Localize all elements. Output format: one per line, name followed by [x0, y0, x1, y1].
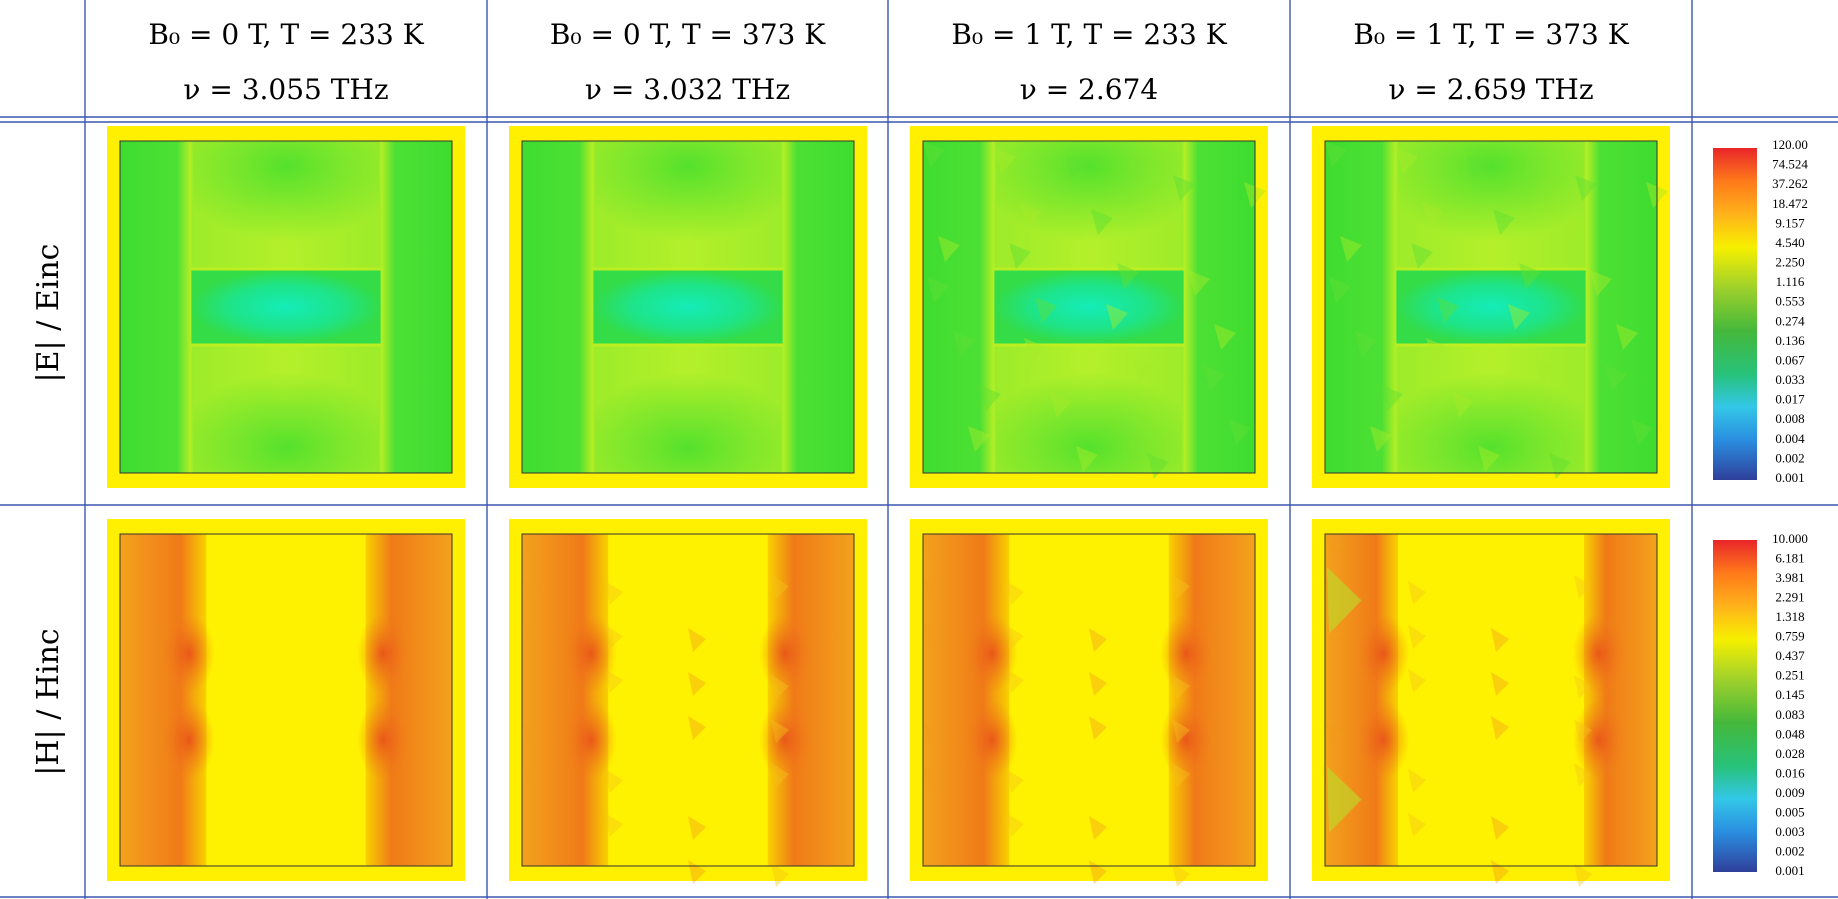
- field-map-e-1: [107, 126, 465, 488]
- colorbar-tick-label: 0.016: [1775, 765, 1805, 780]
- colorbar-tick-label: 0.009: [1775, 785, 1804, 800]
- column-header-title: B₀ = 1 T, T = 233 K: [951, 18, 1227, 51]
- field-map-e-3: [910, 126, 1268, 488]
- colorbar-e: 120.00 74.524 37.262 18.472 9.157 4.540 2.250 1…: [1713, 137, 1808, 485]
- colorbar-tick-label: 0.251: [1775, 668, 1804, 683]
- column-header-frequency: ν = 2.659 THz: [1388, 73, 1593, 106]
- field-map-h-2: [509, 519, 867, 887]
- colorbar-tick-label: 2.291: [1775, 590, 1804, 605]
- colorbar-tick-label: 4.540: [1775, 235, 1804, 250]
- colorbar-tick-label: 0.005: [1775, 804, 1804, 819]
- colorbar-tick-label: 0.002: [1775, 843, 1804, 858]
- column-header-frequency: ν = 2.674: [1020, 73, 1158, 106]
- colorbar-h: 10.000 6.181 3.981 2.291 1.318 0.759 0.437 0.25…: [1713, 531, 1808, 878]
- column-header-title: B₀ = 0 T, T = 373 K: [550, 18, 826, 51]
- colorbar-tick-label: 0.017: [1775, 392, 1805, 407]
- column-header-frequency: ν = 3.055 THz: [183, 73, 388, 106]
- colorbar-tick-label: 0.083: [1775, 707, 1804, 722]
- colorbar-tick-label: 0.136: [1775, 333, 1805, 348]
- row-label-h-field: |H| / Hinc: [31, 628, 66, 775]
- field-map-e-4: [1312, 126, 1670, 488]
- colorbar-tick-label: 120.00: [1772, 137, 1808, 152]
- column-header-title: B₀ = 0 T, T = 233 K: [148, 18, 424, 51]
- colorbar-tick-label: 0.008: [1775, 411, 1804, 426]
- column-header-frequency: ν = 3.032 THz: [585, 73, 790, 106]
- colorbar-tick-label: 0.759: [1775, 629, 1804, 644]
- colorbar-tick-label: 0.001: [1775, 470, 1804, 485]
- colorbar-tick-label: 1.318: [1775, 609, 1804, 624]
- colorbar-tick-label: 10.000: [1772, 531, 1808, 546]
- colorbar-tick-label: 0.048: [1775, 726, 1804, 741]
- colorbar-tick-label: 0.004: [1775, 431, 1805, 446]
- colorbar-tick-label: 74.524: [1772, 157, 1808, 172]
- colorbar-tick-label: 0.553: [1775, 294, 1804, 309]
- colorbar-tick-label: 2.250: [1775, 255, 1804, 270]
- colorbar-tick-label: 0.067: [1775, 352, 1805, 367]
- colorbar-tick-label: 0.274: [1775, 313, 1805, 328]
- colorbar-tick-label: 37.262: [1772, 176, 1808, 191]
- colorbar-tick-label: 0.033: [1775, 372, 1804, 387]
- colorbar-tick-label: 1.116: [1776, 274, 1805, 289]
- row-label-e-field: |E| / Einc: [31, 244, 66, 383]
- colorbar-tick-label: 6.181: [1775, 551, 1804, 566]
- colorbar-tick-label: 3.981: [1775, 570, 1804, 585]
- colorbar-gradient: [1713, 540, 1757, 872]
- field-map-h-4: [1312, 519, 1670, 887]
- colorbar-tick-label: 9.157: [1775, 215, 1805, 230]
- colorbar-gradient: [1713, 148, 1757, 480]
- colorbar-tick-label: 0.003: [1775, 824, 1804, 839]
- column-header-title: B₀ = 1 T, T = 373 K: [1353, 18, 1629, 51]
- colorbar-tick-label: 18.472: [1772, 196, 1808, 211]
- colorbar-tick-label: 0.001: [1775, 863, 1804, 878]
- colorbar-tick-label: 0.145: [1775, 687, 1804, 702]
- colorbar-tick-label: 0.002: [1775, 450, 1804, 465]
- field-map-h-3: [910, 519, 1268, 887]
- field-map-h-1: [107, 519, 465, 881]
- colorbar-tick-label: 0.437: [1775, 648, 1805, 663]
- field-map-e-2: [509, 126, 867, 488]
- colorbar-tick-label: 0.028: [1775, 746, 1804, 761]
